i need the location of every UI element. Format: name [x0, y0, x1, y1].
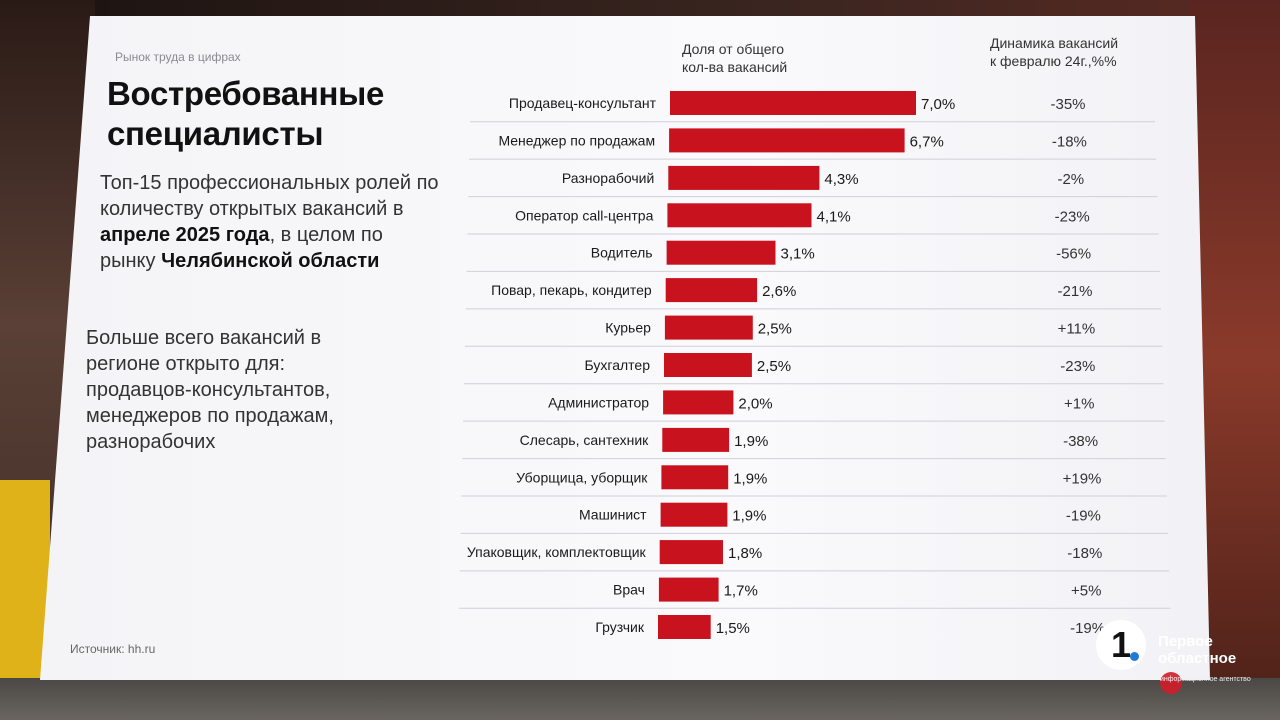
category-label: Оператор call-центра	[515, 207, 653, 223]
bar-14	[658, 577, 719, 602]
agency-logo-name: Первое областное	[1158, 633, 1237, 667]
bar-11	[661, 465, 729, 490]
category-label: Менеджер по продажам	[498, 132, 655, 148]
category-label: Бухгалтер	[585, 357, 651, 373]
description-text-a: Топ-15 профессиональных ролей по количес…	[100, 172, 439, 220]
description-line: менеджеров по продажам,	[86, 405, 334, 427]
description-line: Больше всего вакансий в	[86, 327, 322, 349]
description-text-c: , в целом по рынку	[100, 224, 383, 272]
category-label: Администратор	[548, 394, 649, 410]
bar-13	[659, 540, 723, 565]
category-label: Слесарь, сантехник	[520, 432, 650, 448]
dynamics-value: -18%	[1052, 133, 1087, 150]
room-floor	[0, 678, 1280, 720]
value-label: 1,9%	[732, 508, 766, 525]
bar-10	[662, 427, 730, 452]
value-label: 1,9%	[734, 433, 768, 450]
description-most-vacancies: Больше всего вакансий в регионе открыто …	[86, 325, 406, 455]
dynamics-column-header: Динамика вакансий к февралю 24г.,%%	[990, 35, 1119, 69]
dynamics-value: -23%	[1055, 208, 1090, 225]
bar-9	[663, 390, 734, 415]
value-label: 6,7%	[910, 133, 944, 150]
logo-red-circle-icon	[1160, 672, 1182, 694]
description-line: регионе открыто для:	[86, 353, 285, 375]
bar-12	[660, 502, 728, 527]
dynamics-value: +1%	[1064, 395, 1094, 412]
bar-1	[670, 91, 916, 115]
dynamics-value: +5%	[1071, 583, 1101, 600]
bar-5	[666, 240, 776, 265]
bar-15	[658, 615, 711, 639]
dynamics-value: -21%	[1057, 283, 1092, 300]
bar-7	[664, 315, 753, 340]
value-label: 1,9%	[733, 470, 767, 487]
source-note: Источник: hh.ru	[70, 642, 156, 656]
value-label: 4,3%	[824, 171, 858, 188]
bar-4	[667, 203, 812, 228]
bar-3	[668, 165, 820, 190]
value-label: 7,0%	[921, 96, 955, 113]
presentation-screen	[40, 16, 1210, 680]
agency-logo-mark: 1	[1096, 620, 1146, 670]
value-label: 2,0%	[738, 395, 772, 412]
dynamics-value: -18%	[1067, 545, 1102, 562]
value-label: 1,7%	[724, 583, 758, 600]
share-column-header: Доля от общего кол-ва вакансий	[682, 41, 788, 75]
slide-section-label: Рынок труда в цифрах	[115, 50, 241, 64]
bar-6	[665, 278, 758, 303]
category-label: Грузчик	[595, 619, 644, 635]
bar-2	[669, 128, 905, 153]
description-line: разнорабочих	[86, 431, 216, 453]
slide-title: Востребованные специалисты	[107, 75, 385, 152]
category-label: Повар, пекарь, кондитер	[491, 282, 652, 298]
bar-8	[664, 353, 752, 377]
category-label: Разнорабочий	[562, 170, 654, 186]
value-label: 2,5%	[758, 321, 792, 338]
value-label: 2,6%	[762, 283, 796, 300]
value-label: 2,5%	[757, 358, 791, 375]
category-label: Продавец-консультант	[509, 95, 657, 111]
category-label: Машинист	[579, 507, 647, 523]
description-line: продавцов-консультантов,	[86, 379, 331, 401]
dynamics-value: +19%	[1063, 470, 1102, 487]
dynamics-value: -19%	[1066, 508, 1101, 525]
value-label: 3,1%	[781, 246, 815, 263]
category-label: Водитель	[591, 245, 653, 261]
dynamics-value: -19%	[1070, 620, 1105, 637]
room-yellow-panel	[0, 480, 50, 680]
category-label: Упаковщик, комплектовщик	[467, 544, 647, 560]
dynamics-value: -23%	[1060, 358, 1095, 375]
value-label: 1,8%	[728, 545, 762, 562]
dynamics-value: +11%	[1058, 321, 1096, 338]
agency-logo-subtitle: информационное агентство	[1160, 676, 1251, 683]
category-label: Уборщица, уборщик	[516, 469, 648, 485]
description-region: Челябинской области	[161, 250, 380, 272]
category-label: Врач	[613, 582, 645, 598]
value-label: 4,1%	[817, 208, 851, 225]
dynamics-value: -56%	[1056, 246, 1091, 263]
description-top-roles: Топ-15 профессиональных ролей по количес…	[100, 170, 440, 274]
value-label: 1,5%	[716, 620, 750, 637]
dynamics-value: -2%	[1057, 171, 1084, 188]
dynamics-value: -35%	[1050, 96, 1085, 113]
dynamics-value: -38%	[1063, 433, 1098, 450]
category-label: Курьер	[605, 320, 651, 336]
logo-dot-icon	[1130, 652, 1139, 661]
description-period: апреле 2025 года	[100, 224, 270, 246]
